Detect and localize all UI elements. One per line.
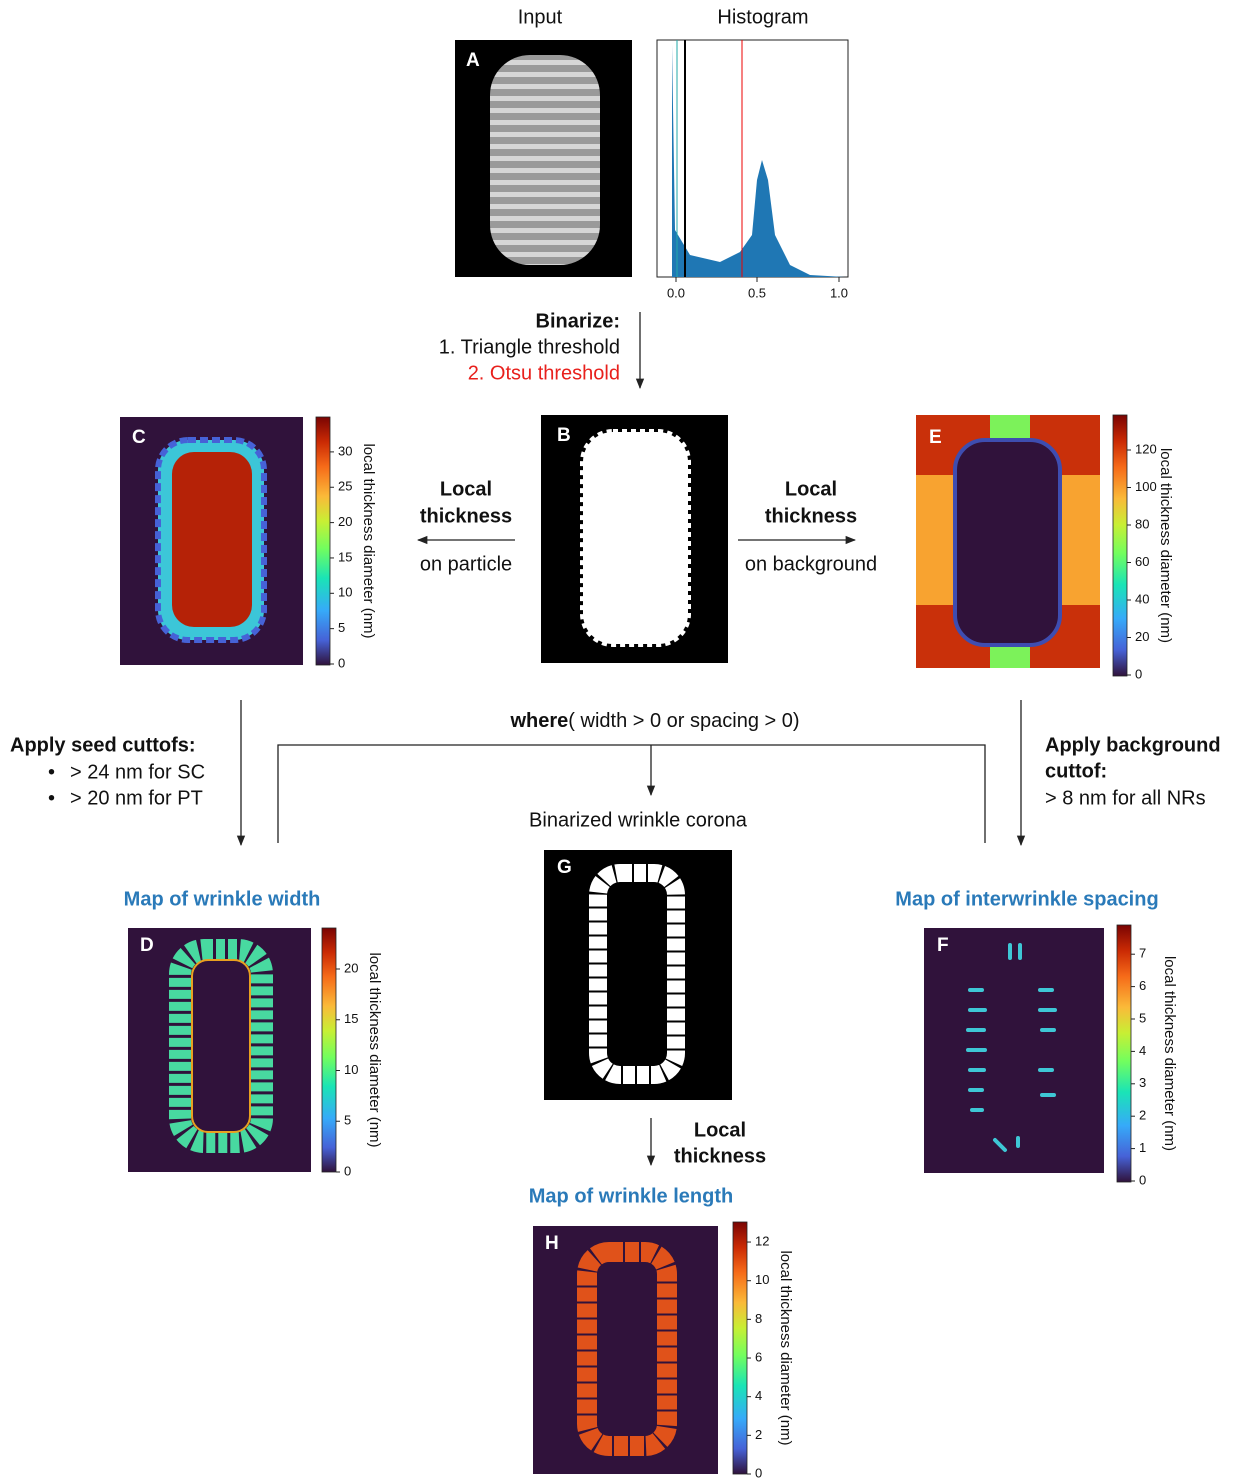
colorbar-tick-label: 10	[755, 1272, 769, 1287]
colorbar	[316, 417, 330, 665]
panel-label: A	[466, 50, 480, 71]
panel-label: G	[557, 857, 572, 878]
colorbar-tick-label: 7	[1139, 946, 1146, 961]
bg-rule: > 8 nm for all NRs	[1045, 787, 1206, 809]
panel-label: F	[937, 935, 949, 956]
binarize-title: Binarize:	[536, 310, 620, 332]
colorbar-tick-label: 0	[338, 655, 345, 670]
step-text: thickness	[765, 505, 857, 527]
hist-tick: 0.5	[748, 285, 766, 300]
panel-label: E	[929, 427, 942, 448]
hist-tick: 0.0	[667, 285, 685, 300]
inner	[192, 960, 250, 1132]
particle-region	[955, 440, 1060, 645]
binarize-step: 1. Triangle threshold	[439, 336, 620, 358]
seed-rule: > 24 nm for SC	[70, 761, 205, 783]
colorbar-tick-label: 100	[1135, 479, 1157, 494]
corona-title: Binarized wrinkle corona	[529, 809, 748, 831]
colorbar-tick-label: 5	[338, 620, 345, 635]
map-title: Map of wrinkle length	[529, 1185, 733, 1207]
step-text: Local	[785, 478, 837, 500]
colorbar-tick-label: 4	[755, 1388, 762, 1403]
particle-image	[490, 55, 600, 265]
colorbar	[322, 928, 336, 1172]
colorbar-tick-label: 3	[1139, 1075, 1146, 1090]
bg-title: Apply background	[1045, 734, 1221, 756]
colorbar-tick-label: 1	[1139, 1140, 1146, 1155]
panel-f	[924, 928, 1104, 1173]
colorbar-tick-label: 15	[338, 549, 352, 564]
colorbar-tick-label: 0	[1139, 1172, 1146, 1187]
colorbar-tick-label: 60	[1135, 554, 1149, 569]
step-sub: on particle	[420, 553, 512, 575]
colorbar	[1117, 925, 1131, 1182]
core	[172, 452, 252, 627]
colorbar-tick-label: 30	[338, 443, 352, 458]
colorbar-tick-label: 6	[1139, 978, 1146, 993]
colorbar-tick-label: 6	[755, 1349, 762, 1364]
bg-title: cuttof:	[1045, 760, 1107, 782]
step-text: thickness	[420, 505, 512, 527]
colorbar-tick-label: 8	[755, 1311, 762, 1326]
step-text: Local	[694, 1119, 746, 1141]
colorbar	[1113, 415, 1127, 676]
colorbar-tick-label: 4	[1139, 1043, 1146, 1058]
panel-g	[544, 850, 732, 1100]
figure: Input Histogram A 0.0 0.5 1.0 Binarize: …	[0, 0, 1255, 1479]
panel-label: C	[132, 427, 146, 448]
colorbar-label: local thickness diameter (nm)	[360, 443, 377, 638]
colorbar-tick-label: 2	[755, 1427, 762, 1442]
step-sub: on background	[745, 553, 877, 575]
keyword: where	[509, 710, 568, 732]
colorbar-tick-label: 10	[338, 585, 352, 600]
header-histogram: Histogram	[717, 6, 808, 28]
colorbar-label: local thickness diameter (nm)	[777, 1250, 794, 1445]
seed-title: Apply seed cuttofs:	[10, 734, 196, 756]
colorbar-tick-label: 12	[755, 1233, 769, 1248]
hist-tick: 1.0	[830, 285, 848, 300]
bullet: •	[48, 787, 55, 809]
colorbar-tick-label: 0	[755, 1465, 762, 1479]
bullet: •	[48, 761, 55, 783]
condition: ( width > 0 or spacing > 0)	[568, 710, 799, 732]
colorbar-tick-label: 40	[1135, 591, 1149, 606]
colorbar-label: local thickness diameter (nm)	[1157, 448, 1174, 643]
panel-label: H	[545, 1233, 559, 1254]
colorbar-tick-label: 15	[344, 1011, 358, 1026]
colorbar-tick-label: 0	[1135, 666, 1142, 681]
colorbar-tick-label: 5	[1139, 1010, 1146, 1025]
map-title: Map of wrinkle width	[124, 888, 321, 910]
step-text: thickness	[674, 1145, 766, 1167]
colorbar-tick-label: 5	[344, 1113, 351, 1128]
colorbar-tick-label: 20	[1135, 629, 1149, 644]
colorbar-tick-label: 2	[1139, 1108, 1146, 1123]
colorbar-tick-label: 80	[1135, 516, 1149, 531]
header-input: Input	[518, 6, 563, 28]
colorbar	[733, 1222, 747, 1474]
seed-rule: > 20 nm for PT	[70, 787, 203, 809]
panel-label: B	[557, 425, 571, 446]
combine-text: where( width > 0 or spacing > 0)	[509, 710, 799, 732]
colorbar-label: local thickness diameter (nm)	[1161, 956, 1178, 1151]
colorbar-tick-label: 0	[344, 1163, 351, 1178]
map-title: Map of interwrinkle spacing	[895, 888, 1158, 910]
panel-label: D	[140, 935, 154, 956]
colorbar-tick-label: 20	[338, 514, 352, 529]
binarize-step: 2. Otsu threshold	[468, 362, 620, 384]
colorbar-tick-label: 10	[344, 1062, 358, 1077]
binary-particle	[583, 432, 688, 644]
colorbar-tick-label: 120	[1135, 441, 1157, 456]
colorbar-tick-label: 25	[338, 479, 352, 494]
colorbar-label: local thickness diameter (nm)	[366, 952, 383, 1147]
step-text: Local	[440, 478, 492, 500]
colorbar-tick-label: 20	[344, 960, 358, 975]
